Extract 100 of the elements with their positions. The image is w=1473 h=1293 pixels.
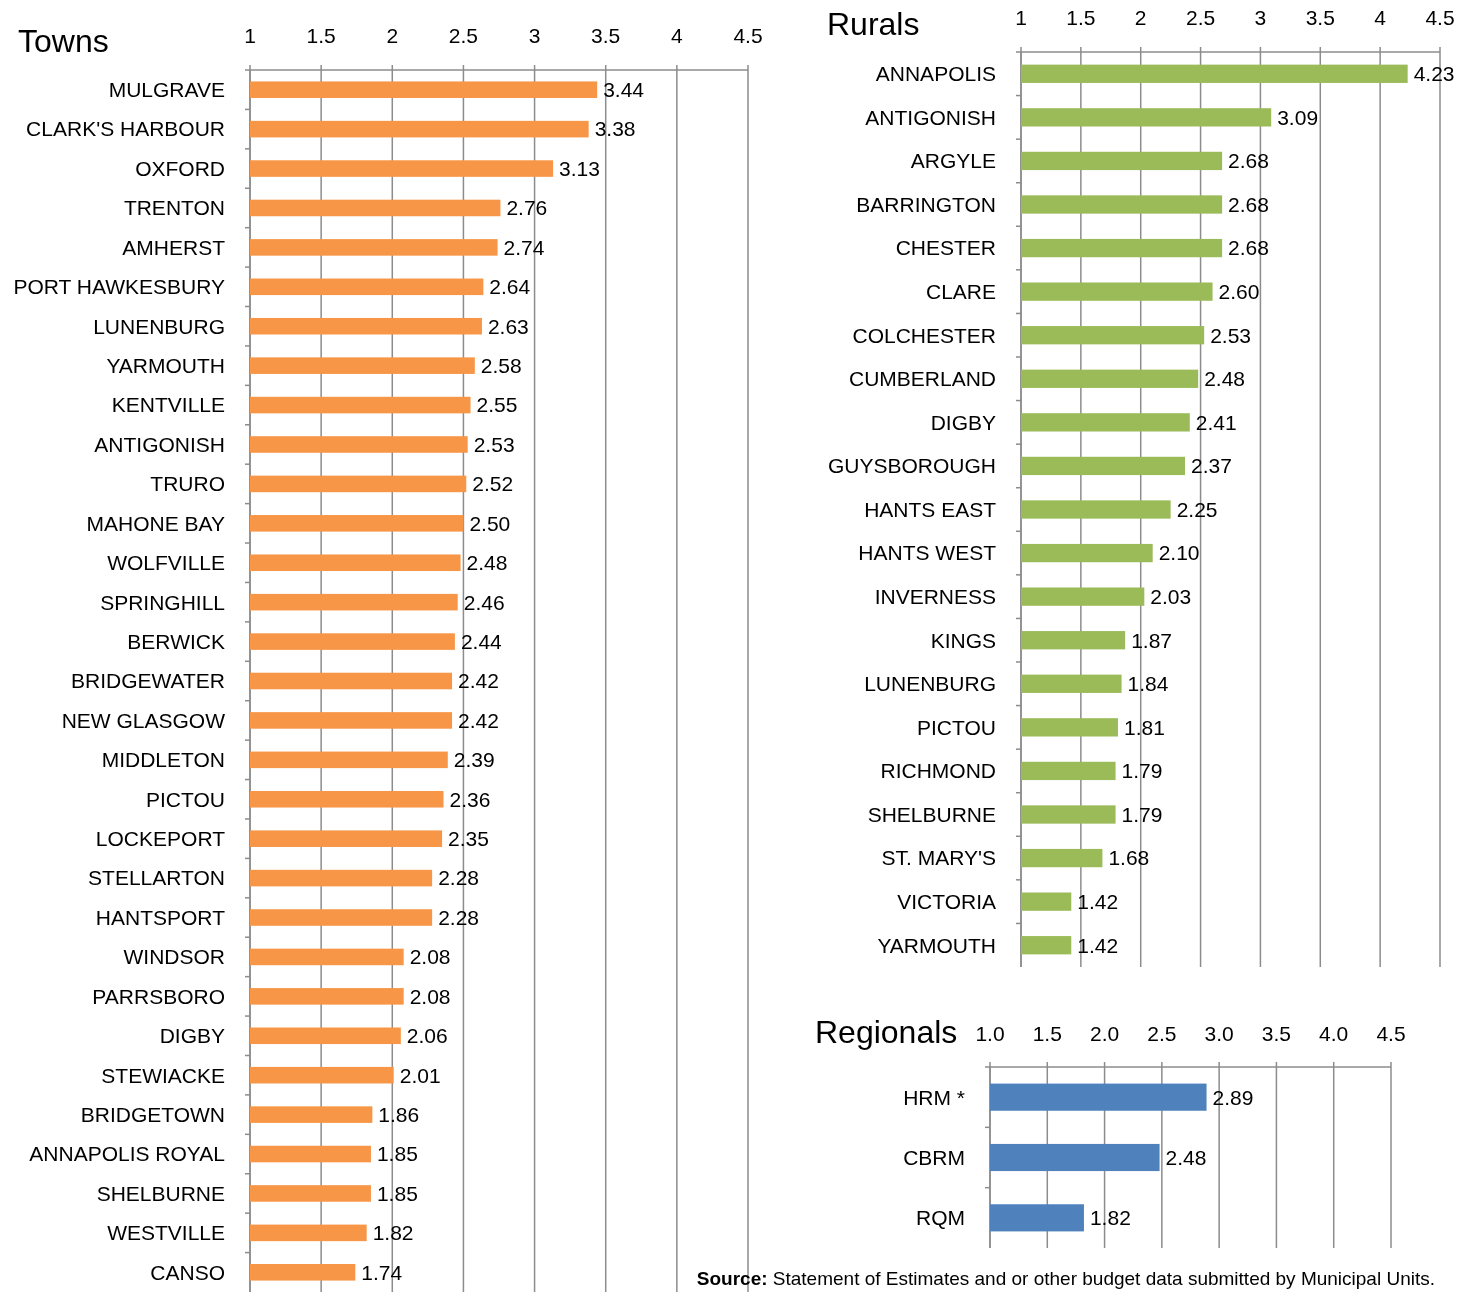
data-label: 1.42 (1077, 889, 1119, 913)
chart-title: Towns (18, 23, 109, 59)
x-tick-label: 4.5 (733, 24, 763, 47)
x-tick-label: 1.5 (1066, 6, 1096, 29)
y-tick-label: LUNENBURG (864, 672, 996, 696)
y-tick-label: COLCHESTER (852, 323, 996, 347)
data-label: 2.36 (449, 787, 491, 811)
data-label: 2.08 (409, 984, 451, 1008)
data-label: 2.39 (453, 748, 495, 772)
y-tick-label: CHESTER (895, 236, 996, 260)
data-label: 2.74 (503, 235, 545, 259)
y-tick-label: PICTOU (146, 787, 225, 811)
data-label: 4.23 (1413, 62, 1455, 86)
data-label: 2.48 (1165, 1145, 1207, 1169)
y-tick-label: TRURO (150, 472, 225, 496)
data-label: 1.42 (1077, 933, 1119, 957)
x-tick-label: 2 (386, 24, 399, 47)
data-label: 2.68 (1228, 149, 1269, 173)
y-tick-label: YARMOUTH (106, 354, 225, 377)
x-tick-label: 2 (1134, 6, 1147, 29)
y-tick-label: WOLFVILLE (107, 551, 225, 575)
y-tick-label: HANTSPORT (95, 905, 226, 929)
x-tick-label: 1 (244, 24, 256, 47)
data-label: 1.87 (1131, 628, 1173, 652)
data-label: 2.28 (438, 866, 479, 890)
y-tick-label: SHELBURNE (867, 802, 996, 826)
y-tick-label: MULGRAVE (108, 78, 225, 102)
data-label: 1.79 (1121, 802, 1163, 826)
y-tick-label: CBRM (903, 1145, 965, 1169)
y-tick-label: DIGBY (930, 410, 996, 434)
data-label: 2.01 (399, 1063, 441, 1087)
data-label: 1.79 (1121, 759, 1163, 783)
x-tick-label: 2.0 (1089, 1022, 1120, 1045)
data-label: 2.68 (1228, 236, 1269, 260)
data-label: 2.06 (406, 1024, 448, 1048)
y-tick-label: HRM * (903, 1085, 965, 1109)
data-label: 2.42 (458, 708, 499, 732)
y-tick-label: WESTVILLE (107, 1221, 225, 1245)
data-label: 2.52 (472, 472, 514, 496)
data-label: 2.53 (473, 432, 515, 456)
data-label: 2.50 (469, 511, 511, 535)
y-tick-label: ARGYLE (910, 149, 996, 173)
data-label: 3.13 (559, 156, 600, 180)
data-label: 3.38 (594, 117, 636, 141)
data-label: 2.41 (1195, 410, 1237, 434)
chart-title: Rurals (827, 6, 920, 42)
x-tick-label: 4.0 (1319, 1022, 1349, 1045)
x-tick-label: 1.5 (1032, 1022, 1062, 1045)
data-label: 2.63 (487, 314, 529, 338)
data-label: 2.89 (1212, 1085, 1254, 1109)
data-label: 2.64 (489, 275, 531, 299)
x-tick-label: 4.5 (1376, 1022, 1406, 1045)
y-tick-label: ANTIGONISH (94, 432, 225, 456)
data-label: 2.48 (1204, 367, 1246, 391)
data-label: 1.85 (376, 1142, 418, 1166)
y-tick-label: BERWICK (127, 629, 225, 653)
y-tick-label: YARMOUTH (877, 933, 996, 957)
y-tick-label: HANTS WEST (858, 541, 997, 565)
y-tick-label: ANNAPOLIS (875, 62, 996, 86)
x-tick-label: 1 (1015, 6, 1027, 29)
data-label: 3.09 (1277, 105, 1319, 129)
data-label: 1.84 (1127, 672, 1169, 696)
y-tick-label: KENTVILLE (111, 393, 225, 417)
data-label: 2.53 (1210, 323, 1252, 347)
data-label: 1.74 (361, 1260, 403, 1284)
y-tick-label: VICTORIA (897, 889, 996, 913)
x-tick-label: 3.5 (1305, 6, 1335, 29)
y-tick-label: STEWIACKE (101, 1063, 225, 1087)
y-tick-label: CUMBERLAND (848, 367, 996, 391)
data-label: 2.28 (438, 905, 479, 929)
y-tick-label: WINDSOR (123, 945, 225, 969)
chart-title: Regionals (815, 1014, 958, 1050)
data-label: 3.44 (603, 78, 645, 102)
y-tick-label: SHELBURNE (96, 1181, 225, 1205)
x-tick-label: 4 (1374, 6, 1387, 29)
data-label: 2.10 (1158, 541, 1200, 565)
data-label: 2.55 (476, 393, 518, 417)
y-tick-label: PICTOU (917, 715, 996, 739)
data-label: 2.03 (1150, 584, 1192, 608)
y-tick-label: ANTIGONISH (865, 105, 996, 129)
x-tick-label: 3 (1254, 6, 1267, 29)
data-label: 2.25 (1176, 497, 1218, 521)
y-tick-label: BARRINGTON (856, 192, 996, 216)
x-tick-label: 1.5 (306, 24, 336, 47)
y-tick-label: MAHONE BAY (86, 511, 225, 535)
data-label: 2.48 (466, 551, 508, 575)
x-tick-label: 1.0 (975, 1022, 1005, 1045)
x-tick-label: 3.5 (1261, 1022, 1292, 1045)
data-label: 1.81 (1123, 715, 1165, 739)
x-tick-label: 2.5 (1185, 6, 1216, 29)
data-label: 2.60 (1218, 279, 1260, 303)
data-label: 2.76 (506, 196, 548, 220)
data-label: 1.82 (372, 1221, 414, 1245)
y-tick-label: SPRINGHILL (100, 590, 225, 614)
y-tick-label: MIDDLETON (101, 748, 225, 772)
y-tick-label: HANTS EAST (864, 497, 997, 521)
data-label: 1.82 (1089, 1206, 1131, 1230)
data-label: 2.42 (458, 669, 499, 693)
y-tick-label: CANSO (150, 1260, 225, 1284)
y-tick-label: BRIDGETOWN (80, 1102, 225, 1126)
